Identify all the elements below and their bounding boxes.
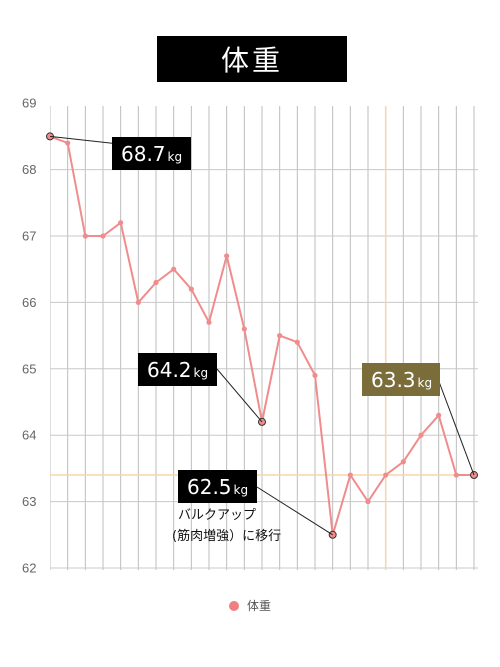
- data-point[interactable]: [224, 253, 230, 259]
- chart-legend: 体重: [0, 597, 500, 614]
- data-point[interactable]: [400, 459, 406, 465]
- data-point[interactable]: [188, 286, 194, 292]
- callout-unit-label: kg: [194, 366, 209, 380]
- data-point[interactable]: [171, 266, 177, 272]
- callout-box: [138, 353, 217, 386]
- y-tick-label: 65: [22, 361, 36, 376]
- y-tick-label: 66: [22, 295, 36, 310]
- y-tick-label: 63: [22, 494, 36, 509]
- callout-unit-label: kg: [418, 376, 433, 390]
- data-point[interactable]: [100, 233, 106, 239]
- y-tick-label: 68: [22, 162, 36, 177]
- callout-unit-label: kg: [234, 483, 249, 497]
- data-point[interactable]: [365, 499, 371, 505]
- callout-leader-line: [256, 486, 333, 536]
- data-point[interactable]: [383, 472, 389, 478]
- data-point[interactable]: [206, 319, 212, 325]
- callout-leader-line: [216, 368, 263, 423]
- callout-box: [362, 363, 440, 396]
- data-point[interactable]: [277, 333, 283, 339]
- y-tick-label: 69: [22, 96, 36, 111]
- callout-leader-line: [437, 378, 475, 476]
- y-tick-label: 67: [22, 229, 36, 244]
- data-point[interactable]: [294, 339, 300, 345]
- y-tick-label: 62: [22, 561, 36, 576]
- data-point[interactable]: [241, 326, 247, 332]
- data-point[interactable]: [418, 432, 424, 438]
- data-point[interactable]: [82, 233, 88, 239]
- callout-unit-label: kg: [168, 150, 183, 164]
- data-point[interactable]: [118, 220, 124, 226]
- data-point[interactable]: [347, 472, 353, 478]
- data-point[interactable]: [65, 140, 71, 146]
- data-point[interactable]: [312, 372, 318, 379]
- callout-box: [178, 470, 257, 503]
- legend-marker: [228, 600, 239, 611]
- chart-title: 体重: [157, 36, 347, 82]
- callout-box: [112, 137, 191, 170]
- data-point[interactable]: [453, 472, 459, 478]
- data-point[interactable]: [135, 299, 141, 305]
- legend-label: 体重: [246, 599, 271, 613]
- data-point[interactable]: [436, 412, 442, 418]
- y-tick-label: 64: [22, 428, 36, 443]
- callout-note-line2: (筋肉増強）に移行: [172, 528, 281, 544]
- callout-note-line1: バルクアップ: [178, 508, 256, 523]
- data-point[interactable]: [153, 279, 159, 286]
